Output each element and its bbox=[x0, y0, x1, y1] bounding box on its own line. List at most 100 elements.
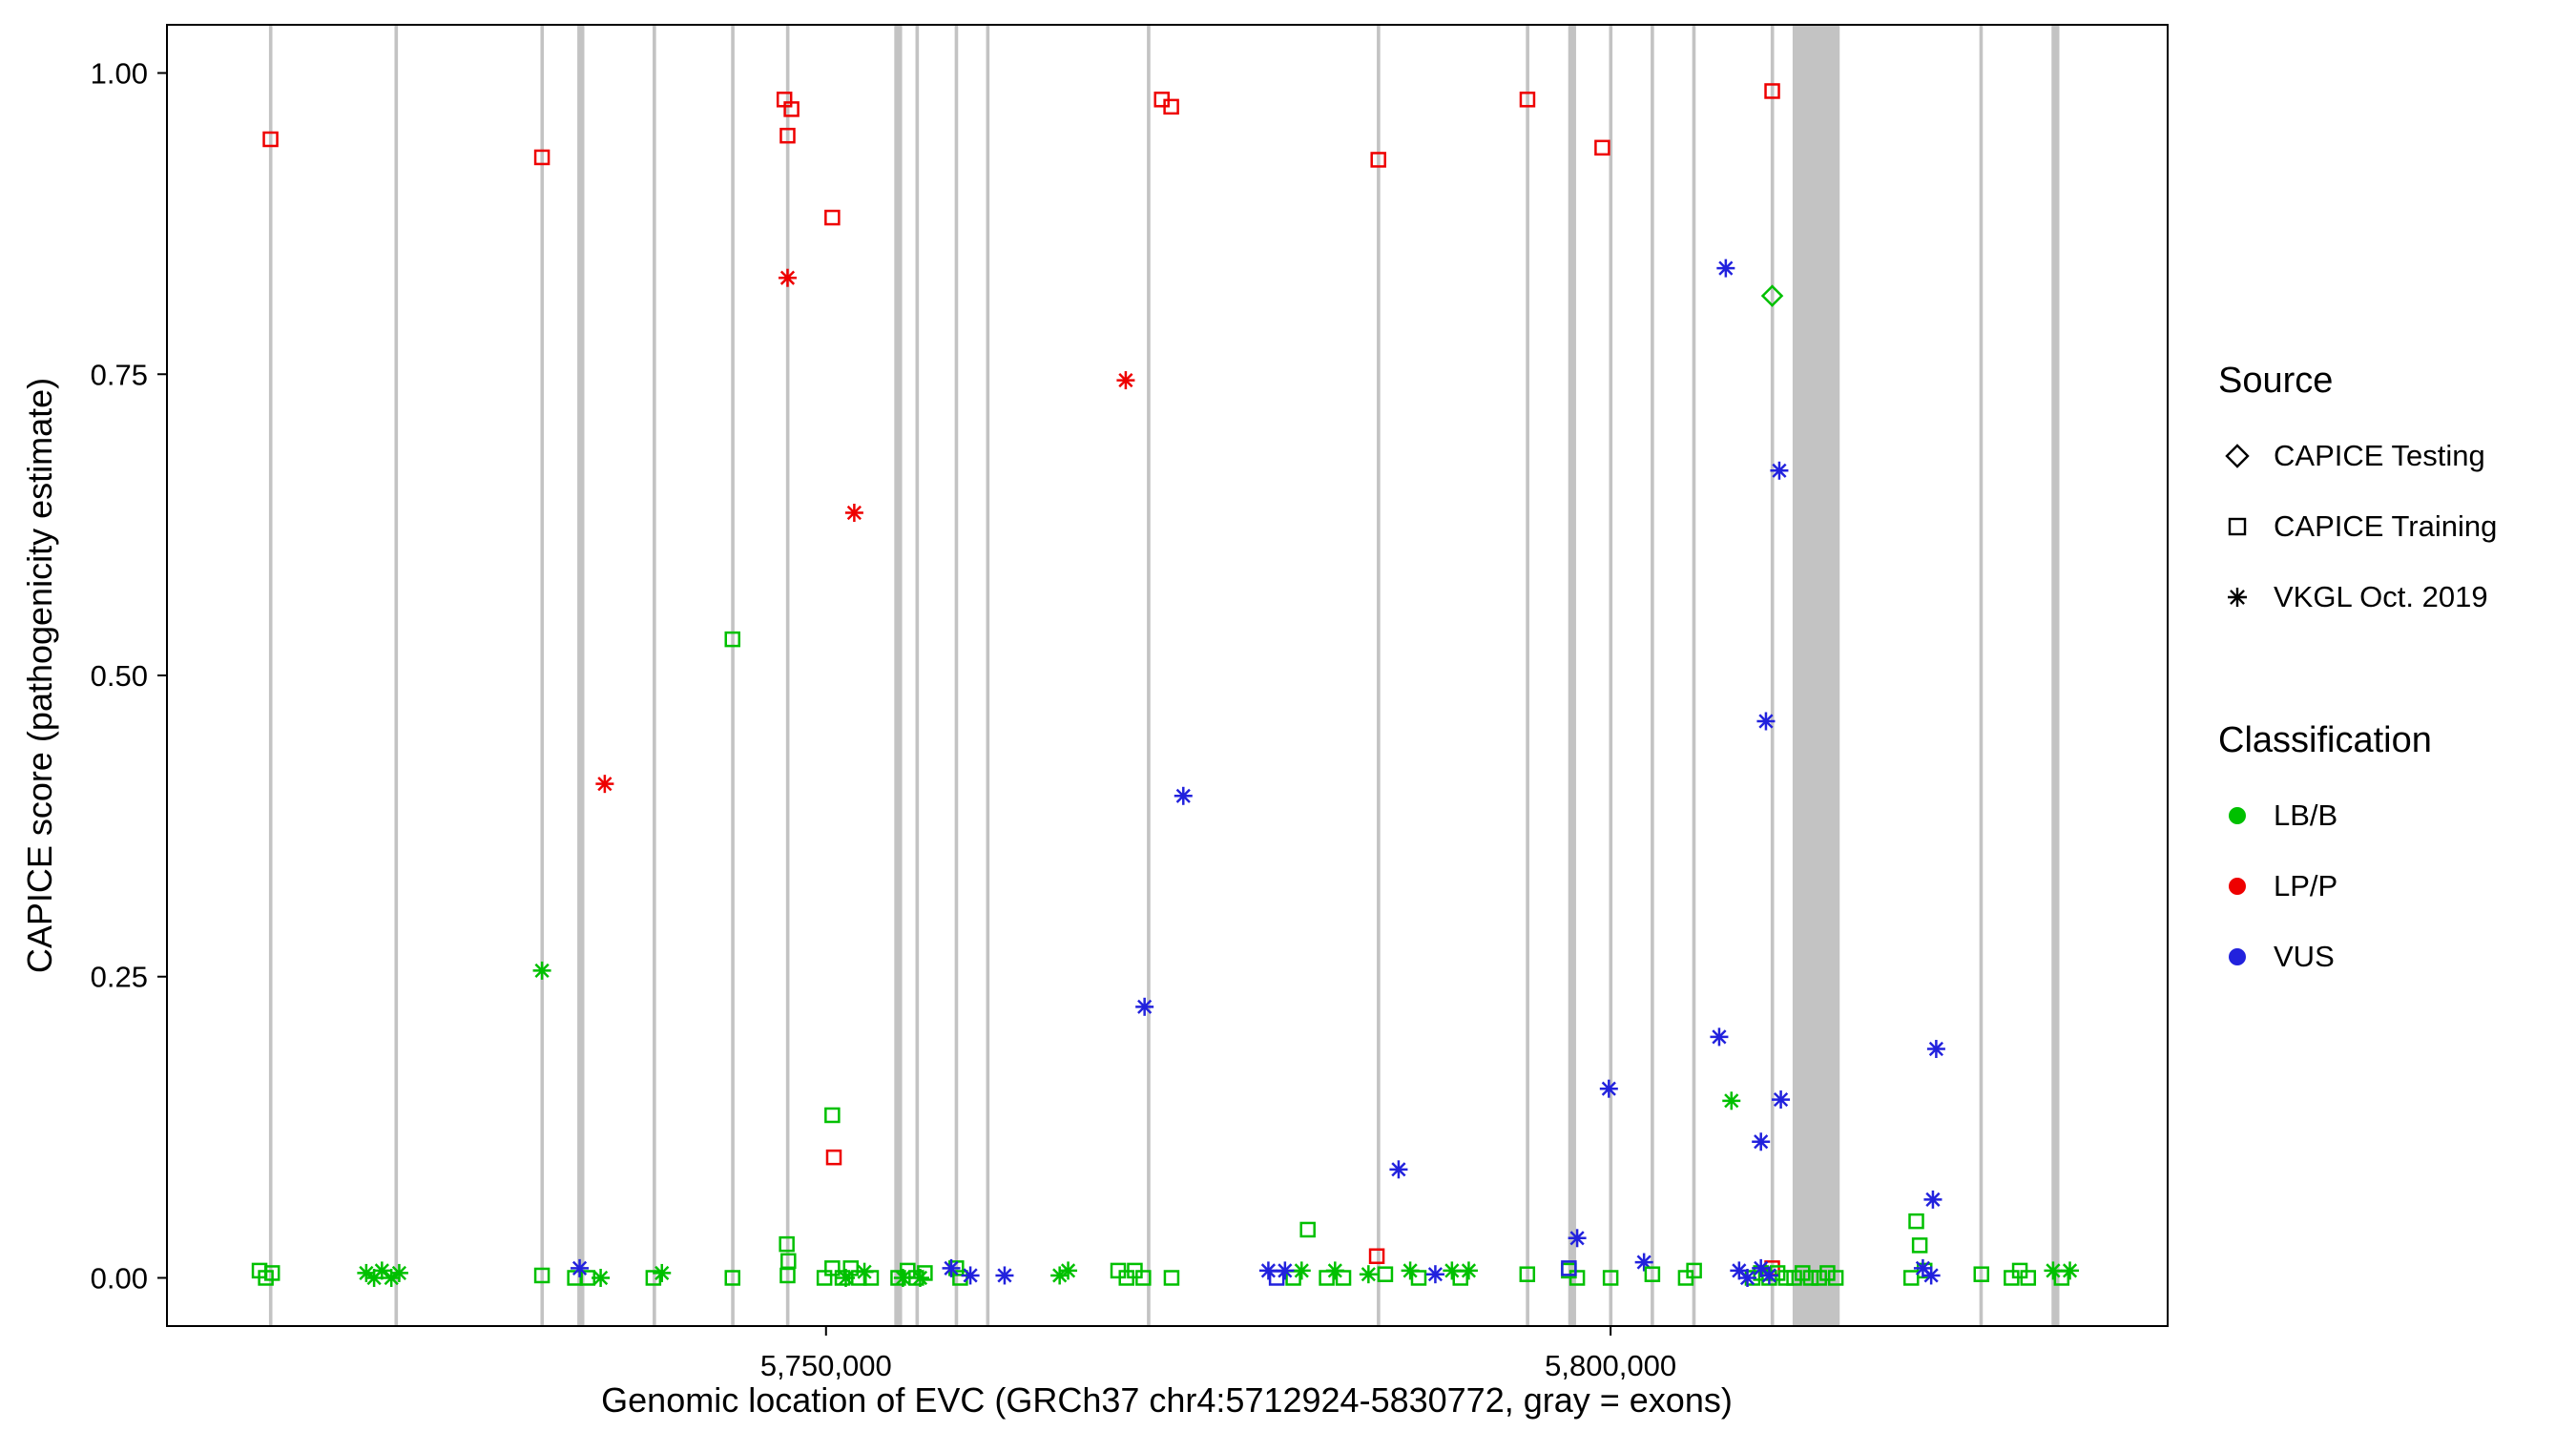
data-point bbox=[1770, 461, 1789, 480]
data-point bbox=[595, 775, 614, 794]
data-point bbox=[533, 1267, 551, 1284]
exon-band bbox=[915, 25, 920, 1326]
legend-item: CAPICE Testing bbox=[2218, 421, 2571, 491]
data-point bbox=[893, 1268, 912, 1287]
exon-band bbox=[1609, 25, 1613, 1326]
y-tick-label: 0.00 bbox=[91, 1261, 148, 1295]
data-point bbox=[1819, 1265, 1836, 1281]
exon-band bbox=[268, 25, 273, 1326]
exon-band bbox=[1147, 25, 1151, 1326]
data-point bbox=[262, 131, 279, 148]
y-tick-label: 0.50 bbox=[91, 659, 148, 693]
data-point bbox=[779, 1235, 795, 1253]
legend-item-label: VUS bbox=[2274, 940, 2335, 973]
data-point bbox=[910, 1268, 929, 1287]
data-point bbox=[1059, 1261, 1078, 1280]
data-point bbox=[1795, 1265, 1811, 1281]
data-point bbox=[824, 1107, 841, 1124]
data-point bbox=[1811, 1270, 1827, 1286]
data-point bbox=[779, 127, 796, 144]
data-point bbox=[1519, 92, 1536, 108]
data-point bbox=[1710, 1027, 1729, 1047]
data-point bbox=[1786, 1270, 1802, 1286]
circle-icon bbox=[2218, 867, 2256, 905]
data-point bbox=[824, 209, 841, 226]
data-point bbox=[1370, 152, 1386, 168]
data-point bbox=[917, 1265, 933, 1281]
data-point bbox=[372, 1261, 391, 1280]
data-point bbox=[1568, 1229, 1587, 1248]
exon-band bbox=[1651, 25, 1654, 1326]
data-point bbox=[571, 1258, 590, 1277]
data-point bbox=[1425, 1265, 1444, 1284]
legend-group: Source CAPICE Testing CAPICE Training VKGL … bbox=[2218, 361, 2571, 633]
exon-band bbox=[731, 25, 735, 1326]
data-point bbox=[1602, 1270, 1619, 1286]
data-point bbox=[1292, 1261, 1311, 1280]
data-point bbox=[532, 961, 551, 980]
diamond-icon bbox=[2218, 437, 2256, 475]
asterisk-icon bbox=[2218, 578, 2256, 616]
data-point bbox=[1594, 139, 1610, 156]
data-point bbox=[2020, 1270, 2037, 1286]
legend-item: VKGL Oct. 2019 bbox=[2218, 562, 2571, 633]
circle-icon bbox=[2218, 938, 2256, 976]
y-tick-label: 0.75 bbox=[91, 358, 148, 391]
data-point bbox=[1827, 1270, 1844, 1286]
data-point bbox=[1926, 1040, 1945, 1059]
data-point bbox=[1973, 1266, 1990, 1282]
data-point bbox=[1299, 1221, 1316, 1238]
data-point bbox=[1908, 1213, 1924, 1230]
legend-item: VUS bbox=[2218, 922, 2571, 992]
x-axis-title: Genomic location of EVC (GRCh37 chr4:571… bbox=[601, 1380, 1733, 1420]
y-tick-label: 1.00 bbox=[91, 57, 148, 91]
data-point bbox=[2061, 1261, 2080, 1280]
data-point bbox=[1268, 1270, 1285, 1286]
data-point bbox=[1163, 98, 1179, 115]
data-point bbox=[842, 1260, 860, 1276]
data-point bbox=[1443, 1261, 1462, 1280]
exon-band bbox=[1770, 25, 1775, 1326]
exon-band bbox=[540, 25, 545, 1326]
data-point bbox=[1923, 1190, 1942, 1209]
data-point bbox=[825, 1149, 842, 1166]
legend-item: CAPICE Training bbox=[2218, 491, 2571, 562]
data-point bbox=[263, 1265, 280, 1281]
data-point bbox=[1802, 1270, 1819, 1286]
data-point bbox=[1777, 1270, 1795, 1286]
exon-band bbox=[577, 25, 585, 1326]
data-point bbox=[1903, 1270, 1920, 1286]
legend-item-label: CAPICE Training bbox=[2274, 509, 2498, 543]
data-point bbox=[1756, 712, 1776, 731]
exon-band bbox=[653, 25, 656, 1326]
data-point bbox=[1911, 1237, 1928, 1254]
exon-band bbox=[986, 25, 990, 1326]
legend-title: Source bbox=[2218, 361, 2334, 401]
data-point bbox=[1686, 1262, 1702, 1279]
data-point bbox=[1738, 1268, 1757, 1287]
data-point bbox=[995, 1266, 1014, 1285]
data-point bbox=[1359, 1265, 1378, 1284]
data-point bbox=[1174, 786, 1193, 805]
exon-band bbox=[1792, 25, 1840, 1326]
data-point bbox=[1389, 1160, 1408, 1179]
data-point bbox=[645, 1270, 662, 1286]
data-point bbox=[1764, 83, 1780, 99]
y-axis-title: CAPICE score (pathogenicity estimate) bbox=[20, 377, 59, 974]
data-point bbox=[1135, 997, 1154, 1016]
data-point bbox=[1752, 1132, 1771, 1151]
data-point bbox=[1377, 1266, 1394, 1282]
panel-border bbox=[166, 24, 2169, 1327]
data-point bbox=[1722, 1091, 1741, 1110]
exon-band bbox=[1568, 25, 1576, 1326]
exon-band bbox=[1979, 25, 1984, 1326]
legend-group: Classification LB/B LP/P VUS bbox=[2218, 720, 2571, 992]
data-point bbox=[1568, 1270, 1586, 1286]
data-point bbox=[533, 149, 551, 166]
y-tick-label: 0.25 bbox=[91, 961, 148, 994]
data-point bbox=[1772, 1090, 1791, 1110]
data-point bbox=[592, 1268, 611, 1287]
data-point bbox=[1116, 371, 1135, 390]
exon-band bbox=[2051, 25, 2060, 1326]
